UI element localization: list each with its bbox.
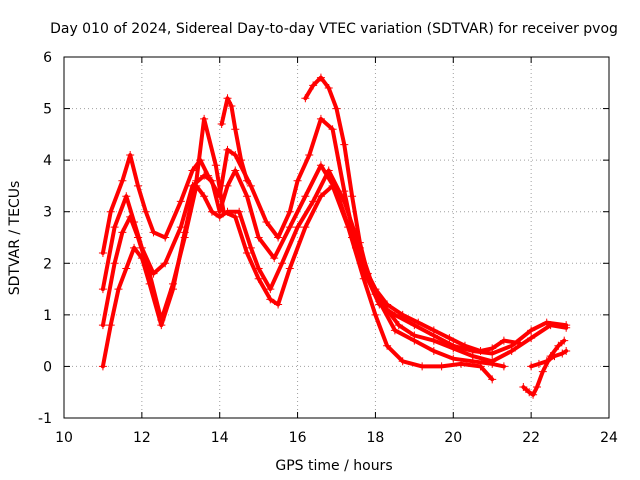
series-track-8 [527, 346, 571, 371]
series-line [100, 163, 569, 364]
y-tick-label: 0 [43, 359, 52, 375]
x-axis-label: GPS time / hours [275, 458, 392, 474]
x-tick-label: 10 [55, 430, 73, 446]
series-track-5 [301, 73, 524, 355]
x-tick-labels: 10 12 14 16 18 20 22 24 [55, 430, 618, 446]
series-markers [98, 114, 571, 358]
plot-frame [63, 56, 610, 419]
y-tick-labels: -1 0 1 2 3 4 5 6 [38, 50, 52, 427]
series-track-1 [98, 114, 571, 358]
y-tick-label: 6 [43, 50, 52, 66]
x-tick-label: 12 [133, 430, 151, 446]
chart-title: Day 010 of 2024, Sidereal Day-to-day VTE… [50, 21, 618, 37]
x-tick-label: 18 [367, 430, 385, 446]
y-tick-label: -1 [38, 411, 52, 427]
y-tick-label: 1 [43, 308, 52, 324]
series-track-7 [217, 94, 251, 185]
y-axis-label: SDTVAR / TECUs [7, 181, 23, 296]
x-tick-label: 20 [444, 430, 462, 446]
data-series-layer [98, 73, 571, 399]
series-markers [527, 346, 571, 371]
y-tick-label: 4 [43, 153, 52, 169]
axis-ticks [63, 56, 610, 419]
x-tick-label: 16 [289, 430, 307, 446]
series-track-6 [519, 336, 569, 399]
series-line [219, 96, 249, 183]
x-tick-label: 22 [522, 430, 540, 446]
x-tick-label: 14 [211, 430, 229, 446]
y-tick-label: 5 [43, 102, 52, 118]
series-line [100, 116, 569, 356]
series-markers [98, 114, 497, 384]
series-line [100, 168, 506, 369]
series-line [303, 75, 522, 353]
y-tick-label: 3 [43, 205, 52, 221]
y-tick-label: 2 [43, 256, 52, 272]
x-tick-label: 24 [600, 430, 618, 446]
series-markers [301, 73, 524, 355]
series-track-4 [98, 114, 497, 384]
series-markers [217, 94, 251, 185]
